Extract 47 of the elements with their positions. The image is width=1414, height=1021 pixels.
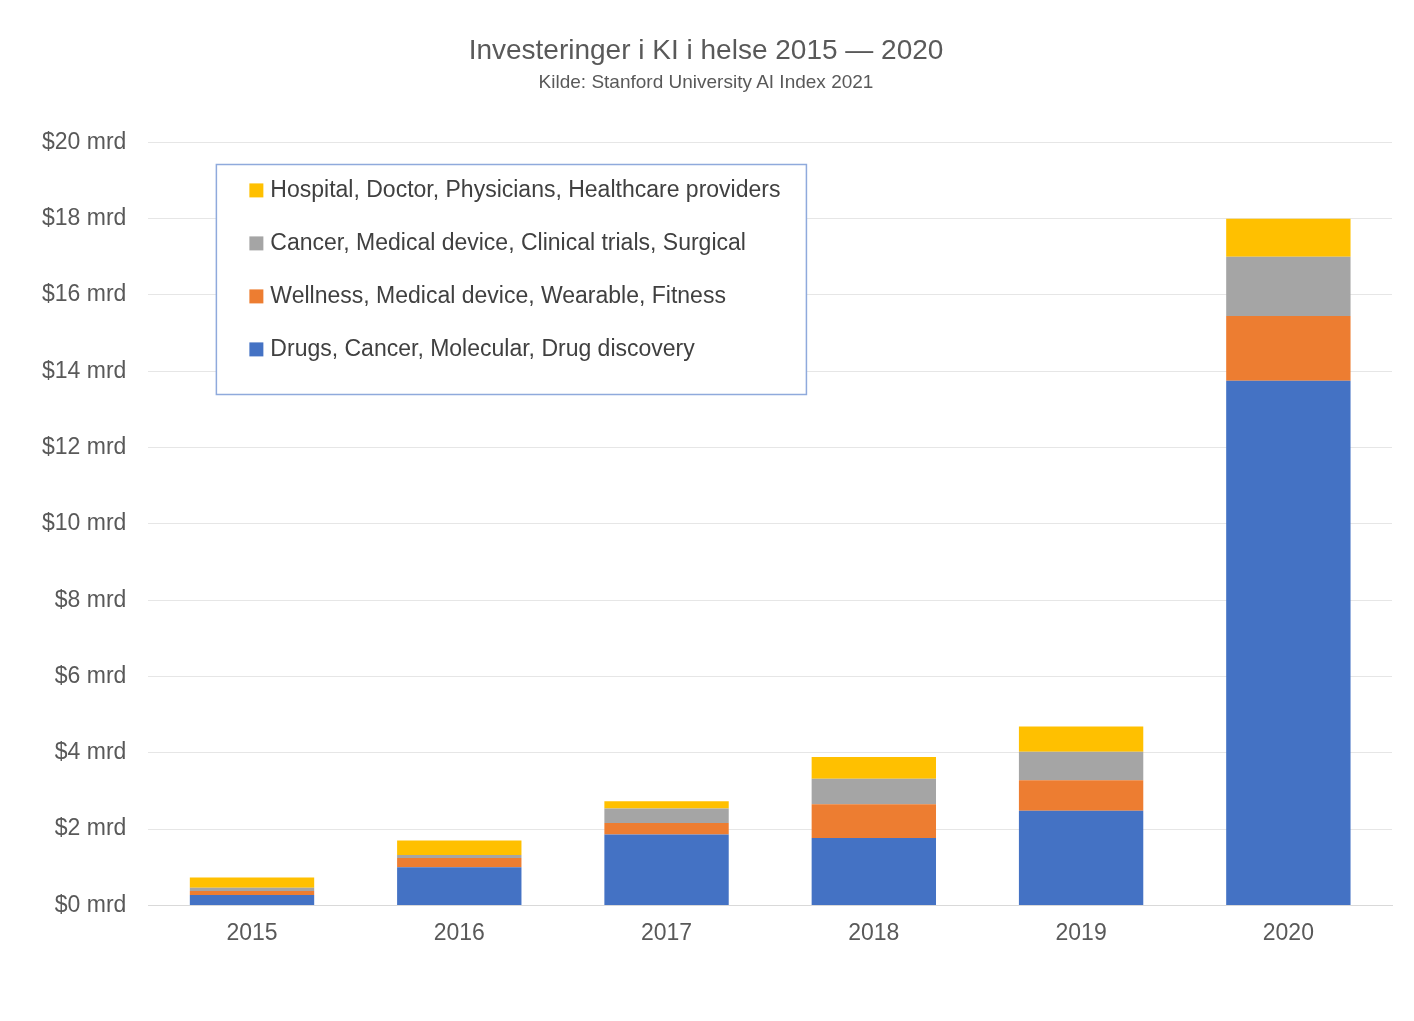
x-tick-label: 2019 [1055,918,1107,945]
bar [1018,726,1144,752]
bar [189,877,315,888]
legend-label: Cancer, Medical device, Clinical trials, Surgical [270,228,746,255]
bar [1018,810,1144,905]
bar [1226,315,1351,381]
bar [811,837,936,905]
bar [397,858,522,868]
y-tick-label: $6 mrd [54,661,127,688]
y-tick-label: $16 mrd [42,280,127,307]
y-tick-label: $18 mrd [42,204,127,231]
chart-title: Investeringer i KI i helse 2015 — 2020 [468,33,944,65]
legend-label: Hospital, Doctor, Physicians, Healthcare providers [270,175,781,202]
x-tick-label: 2015 [226,918,278,945]
y-tick-label: $10 mrd [42,509,127,536]
x-tick-label: 2018 [848,918,900,945]
x-tick-label: 2016 [433,918,485,945]
bar [189,895,315,905]
bar [811,757,936,779]
y-tick-label: $0 mrd [54,890,127,917]
chart-subtitle: Kilde: Stanford University AI Index 2021 [538,71,874,93]
bar [1226,380,1351,905]
legend-label: Drugs, Cancer, Molecular, Drug discovery [270,334,696,361]
y-tick-label: $14 mrd [42,356,127,383]
x-tick-label: 2020 [1262,918,1314,945]
bar [397,867,522,905]
bar [1018,780,1144,811]
bar [397,855,522,859]
bar [604,801,729,809]
bar [604,808,729,823]
y-tick-label: $2 mrd [54,814,127,841]
bar [1226,218,1351,257]
bar [1018,751,1144,781]
bar [1226,256,1351,316]
y-tick-label: $8 mrd [54,585,127,612]
bar [811,778,936,805]
x-tick-label: 2017 [640,918,693,945]
bar [189,890,315,896]
y-tick-label: $20 mrd [42,127,127,154]
bar [811,804,936,838]
bar [604,834,729,905]
bar [397,840,522,856]
y-tick-label: $12 mrd [42,432,127,459]
bar [189,887,315,891]
legend-label: Wellness, Medical device, Wearable, Fitness [270,281,726,308]
bar [604,823,729,835]
y-tick-label: $4 mrd [54,738,127,765]
